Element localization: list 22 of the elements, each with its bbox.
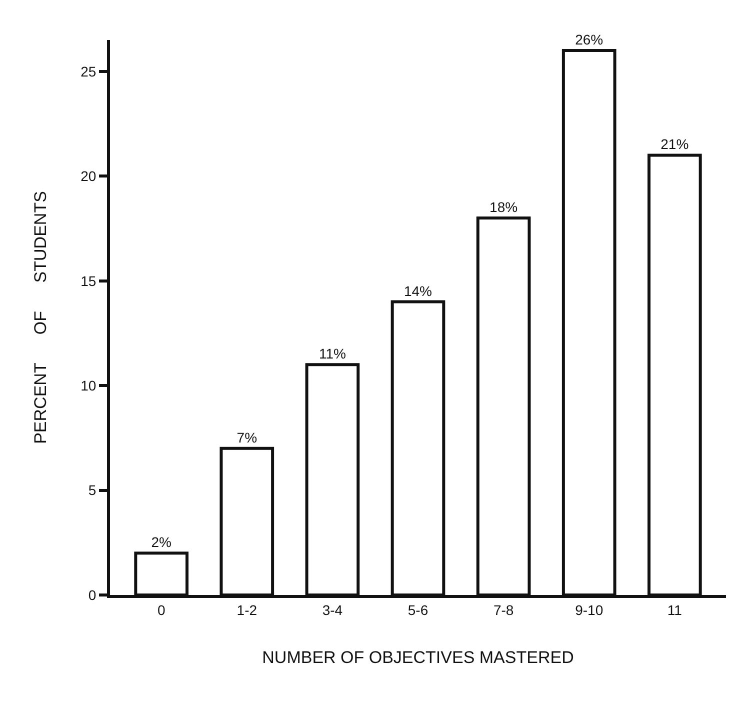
- data-label: 2%: [151, 534, 172, 550]
- data-label: 26%: [575, 31, 604, 48]
- y-axis-title: PERCENT OF STUDENTS: [31, 191, 50, 444]
- x-tick-label: 11: [667, 602, 682, 618]
- data-label: 14%: [404, 282, 432, 299]
- x-tick-label: 5-6: [408, 602, 428, 618]
- x-tick-label: 0: [157, 602, 166, 618]
- y-tick-label: 10: [80, 377, 96, 394]
- y-tick-label: 15: [80, 272, 96, 289]
- data-label: 21%: [660, 136, 689, 152]
- data-label: 18%: [490, 199, 518, 216]
- x-tick-label: 9-10: [575, 602, 604, 618]
- x-axis-title: NUMBER OF OBJECTIVES MASTERED: [262, 648, 574, 668]
- data-label: 11%: [318, 346, 346, 362]
- y-tick-label: 5: [88, 482, 96, 498]
- x-tick-label: 7-8: [493, 602, 514, 618]
- x-tick-label: 1-2: [236, 602, 258, 618]
- data-label: 7%: [236, 429, 258, 446]
- y-tick-label: 0: [88, 586, 96, 603]
- y-tick-label: 20: [80, 168, 96, 184]
- x-tick-label: 3-4: [322, 602, 343, 618]
- y-tick-label: 25: [80, 63, 96, 80]
